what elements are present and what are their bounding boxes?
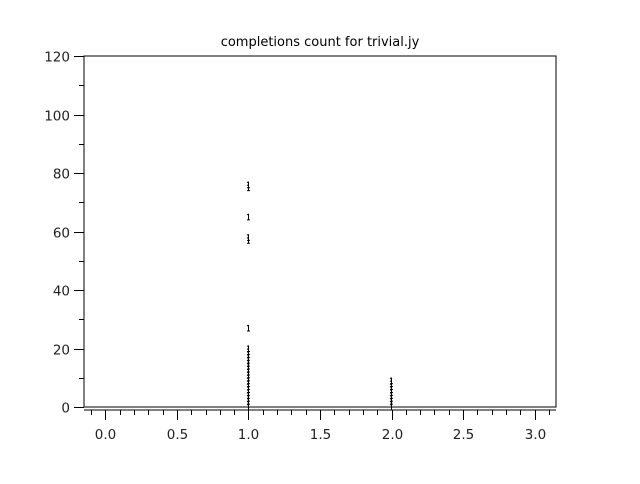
data-point-flag [246,371,249,374]
data-point-flag [246,368,249,371]
data-point-flag [246,184,249,187]
x-tick-label: 1.5 [310,427,331,443]
data-point-flag [246,386,249,388]
x-tick-label: 2.5 [453,427,474,443]
data-point [389,403,394,411]
plot-frame [83,55,557,408]
data-point-flag [246,400,249,403]
data-point-flag [389,386,392,388]
data-point-flag [246,374,249,377]
data-point-flag [246,365,249,368]
y-tick-label: 80 [53,167,70,183]
data-point-flag [246,350,249,353]
data-point [246,236,250,244]
y-tick-label: 0 [61,401,70,417]
data-point-flag [389,397,392,400]
y-tick-label: 40 [53,284,70,300]
data-point-flag [246,377,249,380]
data-point-flag [246,356,249,359]
x-tick-label: 1.0 [238,427,259,443]
data-point-flag [389,403,392,406]
data-point [246,213,250,221]
x-tick-label: 0.0 [95,427,116,443]
data-point-flag [246,324,249,327]
data-point-flag [246,181,249,184]
x-tick-label: 0.5 [167,427,188,443]
data-point [246,403,250,411]
data-point-flag [389,400,392,403]
data-point-flag [246,213,249,216]
data-point-flag [389,394,392,397]
data-point-flag [246,383,249,385]
data-point [246,324,250,332]
y-tick-label: 60 [53,226,70,242]
data-point-flag [246,397,249,400]
data-point [246,184,250,192]
data-point-flag [246,394,249,397]
data-point-flag [246,348,249,350]
y-tick-label: 20 [53,343,70,359]
data-point-flag [389,391,392,394]
data-point-flag [389,388,392,391]
x-tick-label: 3.0 [525,427,546,443]
data-point-flag [246,353,249,356]
data-point-flag [246,391,249,394]
data-point-flag [246,403,249,406]
data-point-flag [246,233,249,236]
x-tick-label: 2.0 [382,427,403,443]
data-point-flag [246,359,249,362]
data-point-flag [389,383,392,385]
data-point-flag [246,362,249,365]
data-point-flag [246,345,249,347]
chart-title: completions count for trivial.jy [221,35,420,50]
y-tick-label: 100 [44,109,70,125]
data-point-flag [246,236,249,239]
data-point-flag [246,380,249,383]
data-point-flag [389,380,392,383]
data-point-flag [389,377,392,380]
y-tick-label: 120 [44,50,70,66]
data-point-flag [246,388,249,391]
